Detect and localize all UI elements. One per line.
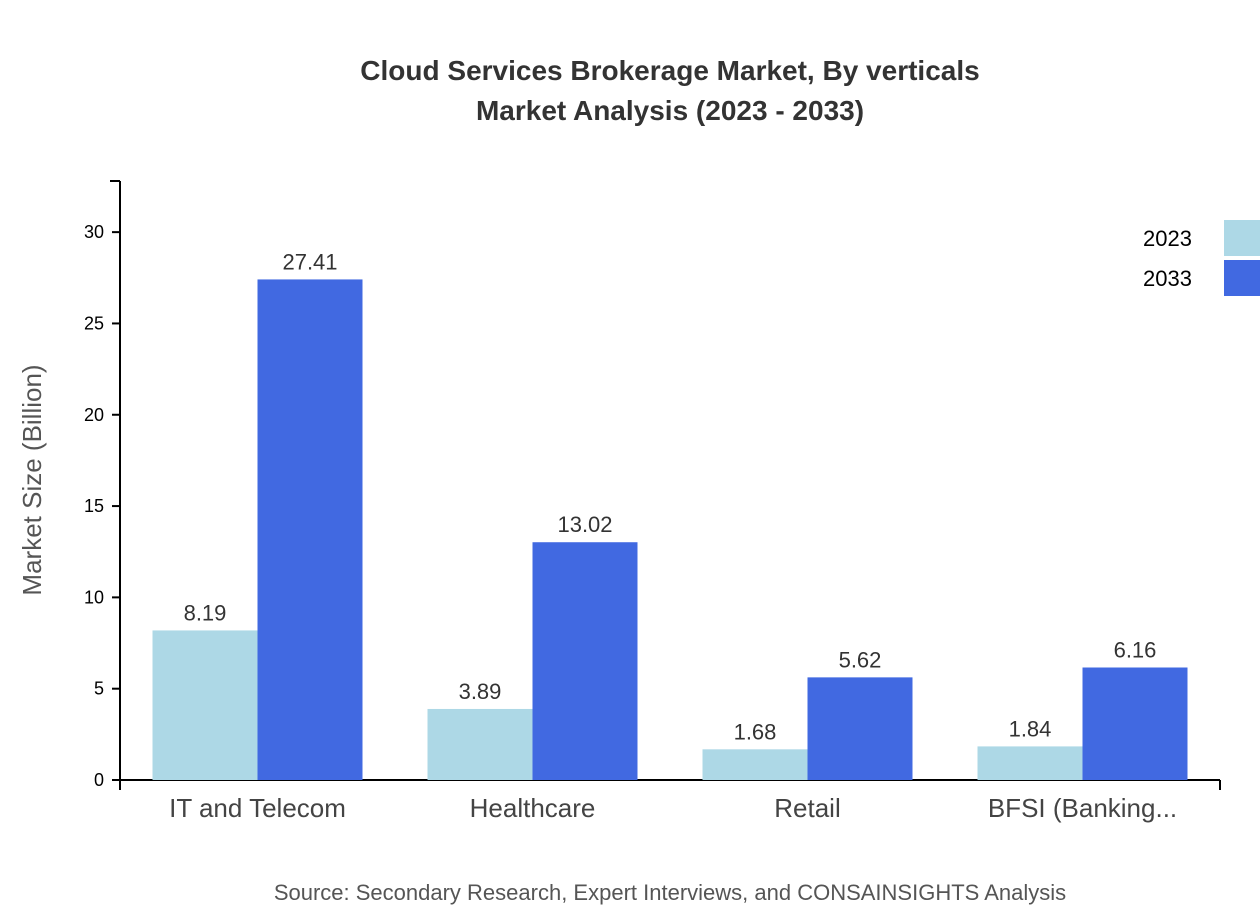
x-tick-label: Healthcare xyxy=(470,793,596,823)
x-tick-label: IT and Telecom xyxy=(169,793,346,823)
data-label: 5.62 xyxy=(839,647,882,672)
y-tick-label: 25 xyxy=(84,313,104,333)
legend-label: 2023 xyxy=(1143,226,1192,251)
y-tick-label: 20 xyxy=(84,405,104,425)
bar-2033 xyxy=(807,677,913,780)
y-tick-label: 10 xyxy=(84,587,104,607)
data-label: 13.02 xyxy=(557,512,612,537)
x-tick-label: Retail xyxy=(774,793,840,823)
bar-2023 xyxy=(977,746,1083,780)
chart-subtitle: Market Analysis (2023 - 2033) xyxy=(476,95,864,126)
source-note: Source: Secondary Research, Expert Inter… xyxy=(274,880,1066,905)
data-label: 8.19 xyxy=(184,600,227,625)
data-label: 27.41 xyxy=(282,249,337,274)
data-label: 6.16 xyxy=(1114,638,1157,663)
data-label: 1.68 xyxy=(734,719,777,744)
y-axis-label: Market Size (Billion) xyxy=(17,364,47,595)
legend-swatch xyxy=(1224,220,1260,256)
y-tick-label: 15 xyxy=(84,496,104,516)
x-tick-label: BFSI (Banking... xyxy=(988,793,1177,823)
data-label: 3.89 xyxy=(459,679,502,704)
data-label: 1.84 xyxy=(1009,716,1052,741)
bar-2023 xyxy=(152,630,258,780)
y-tick-label: 30 xyxy=(84,222,104,242)
bar-2033 xyxy=(532,542,638,780)
y-tick-label: 5 xyxy=(94,679,104,699)
bar-2033 xyxy=(257,279,363,780)
y-tick-label: 0 xyxy=(94,770,104,790)
chart-title: Cloud Services Brokerage Market, By vert… xyxy=(360,55,979,86)
legend-label: 2033 xyxy=(1143,266,1192,291)
bar-2033 xyxy=(1082,667,1188,780)
legend-swatch xyxy=(1224,260,1260,296)
bar-2023 xyxy=(702,749,808,780)
bar-2023 xyxy=(427,708,533,780)
